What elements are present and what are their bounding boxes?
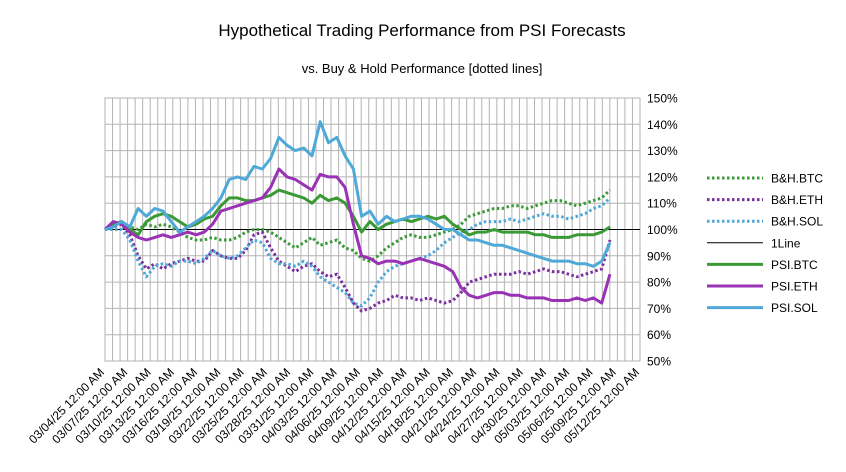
legend-label: PSI.ETH <box>771 280 818 294</box>
legend-item: PSI.SOL <box>707 301 818 315</box>
legend-item: B&H.BTC <box>707 172 823 186</box>
series-line-b-h-eth <box>104 222 612 313</box>
y-tick-label: 50% <box>647 355 671 369</box>
legend-item: PSI.BTC <box>707 258 818 272</box>
legend-item: 1Line <box>707 236 801 250</box>
legend-label: PSI.SOL <box>771 301 818 315</box>
y-tick-label: 80% <box>647 276 671 290</box>
legend-item: PSI.ETH <box>707 280 818 294</box>
legend-item: B&H.SOL <box>707 215 823 229</box>
y-axis-ticks: 50% 60% 70% 80% 90% 100% 110% 120% 130% 140% 150% <box>647 92 678 369</box>
series-line-b-h-sol <box>105 196 612 308</box>
legend-label: B&H.SOL <box>771 215 823 229</box>
y-tick-label: 60% <box>647 328 671 342</box>
chart-title: Hypothetical Trading Performance from PS… <box>218 21 625 40</box>
y-tick-label: 90% <box>647 249 671 263</box>
y-tick-label: 150% <box>647 92 678 106</box>
y-tick-label: 110% <box>647 197 677 211</box>
legend-label: PSI.BTC <box>771 258 818 272</box>
y-tick-label: 120% <box>647 170 678 184</box>
legend-label: 1Line <box>771 236 801 250</box>
legend-label: B&H.ETH <box>771 193 823 207</box>
y-tick-label: 100% <box>647 223 678 237</box>
chart-subtitle: vs. Buy & Hold Performance [dotted lines… <box>302 61 543 76</box>
plot-area: 50% 60% 70% 80% 90% 100% 110% 120% 130% 140% 150% 0… <box>26 92 678 447</box>
horizontal-gridlines <box>105 97 640 362</box>
y-tick-label: 140% <box>647 118 678 132</box>
legend-item: B&H.ETH <box>707 193 823 207</box>
series-line-psi-sol <box>104 120 612 268</box>
y-tick-label: 130% <box>647 144 678 158</box>
legend-label: B&H.BTC <box>771 172 823 186</box>
legend: B&H.BTC B&H.ETH B&H.SOL 1Line PSI.BTC PSI.ETH… <box>707 172 823 315</box>
series-line-psi-eth <box>103 167 612 305</box>
y-tick-label: 70% <box>647 302 671 316</box>
